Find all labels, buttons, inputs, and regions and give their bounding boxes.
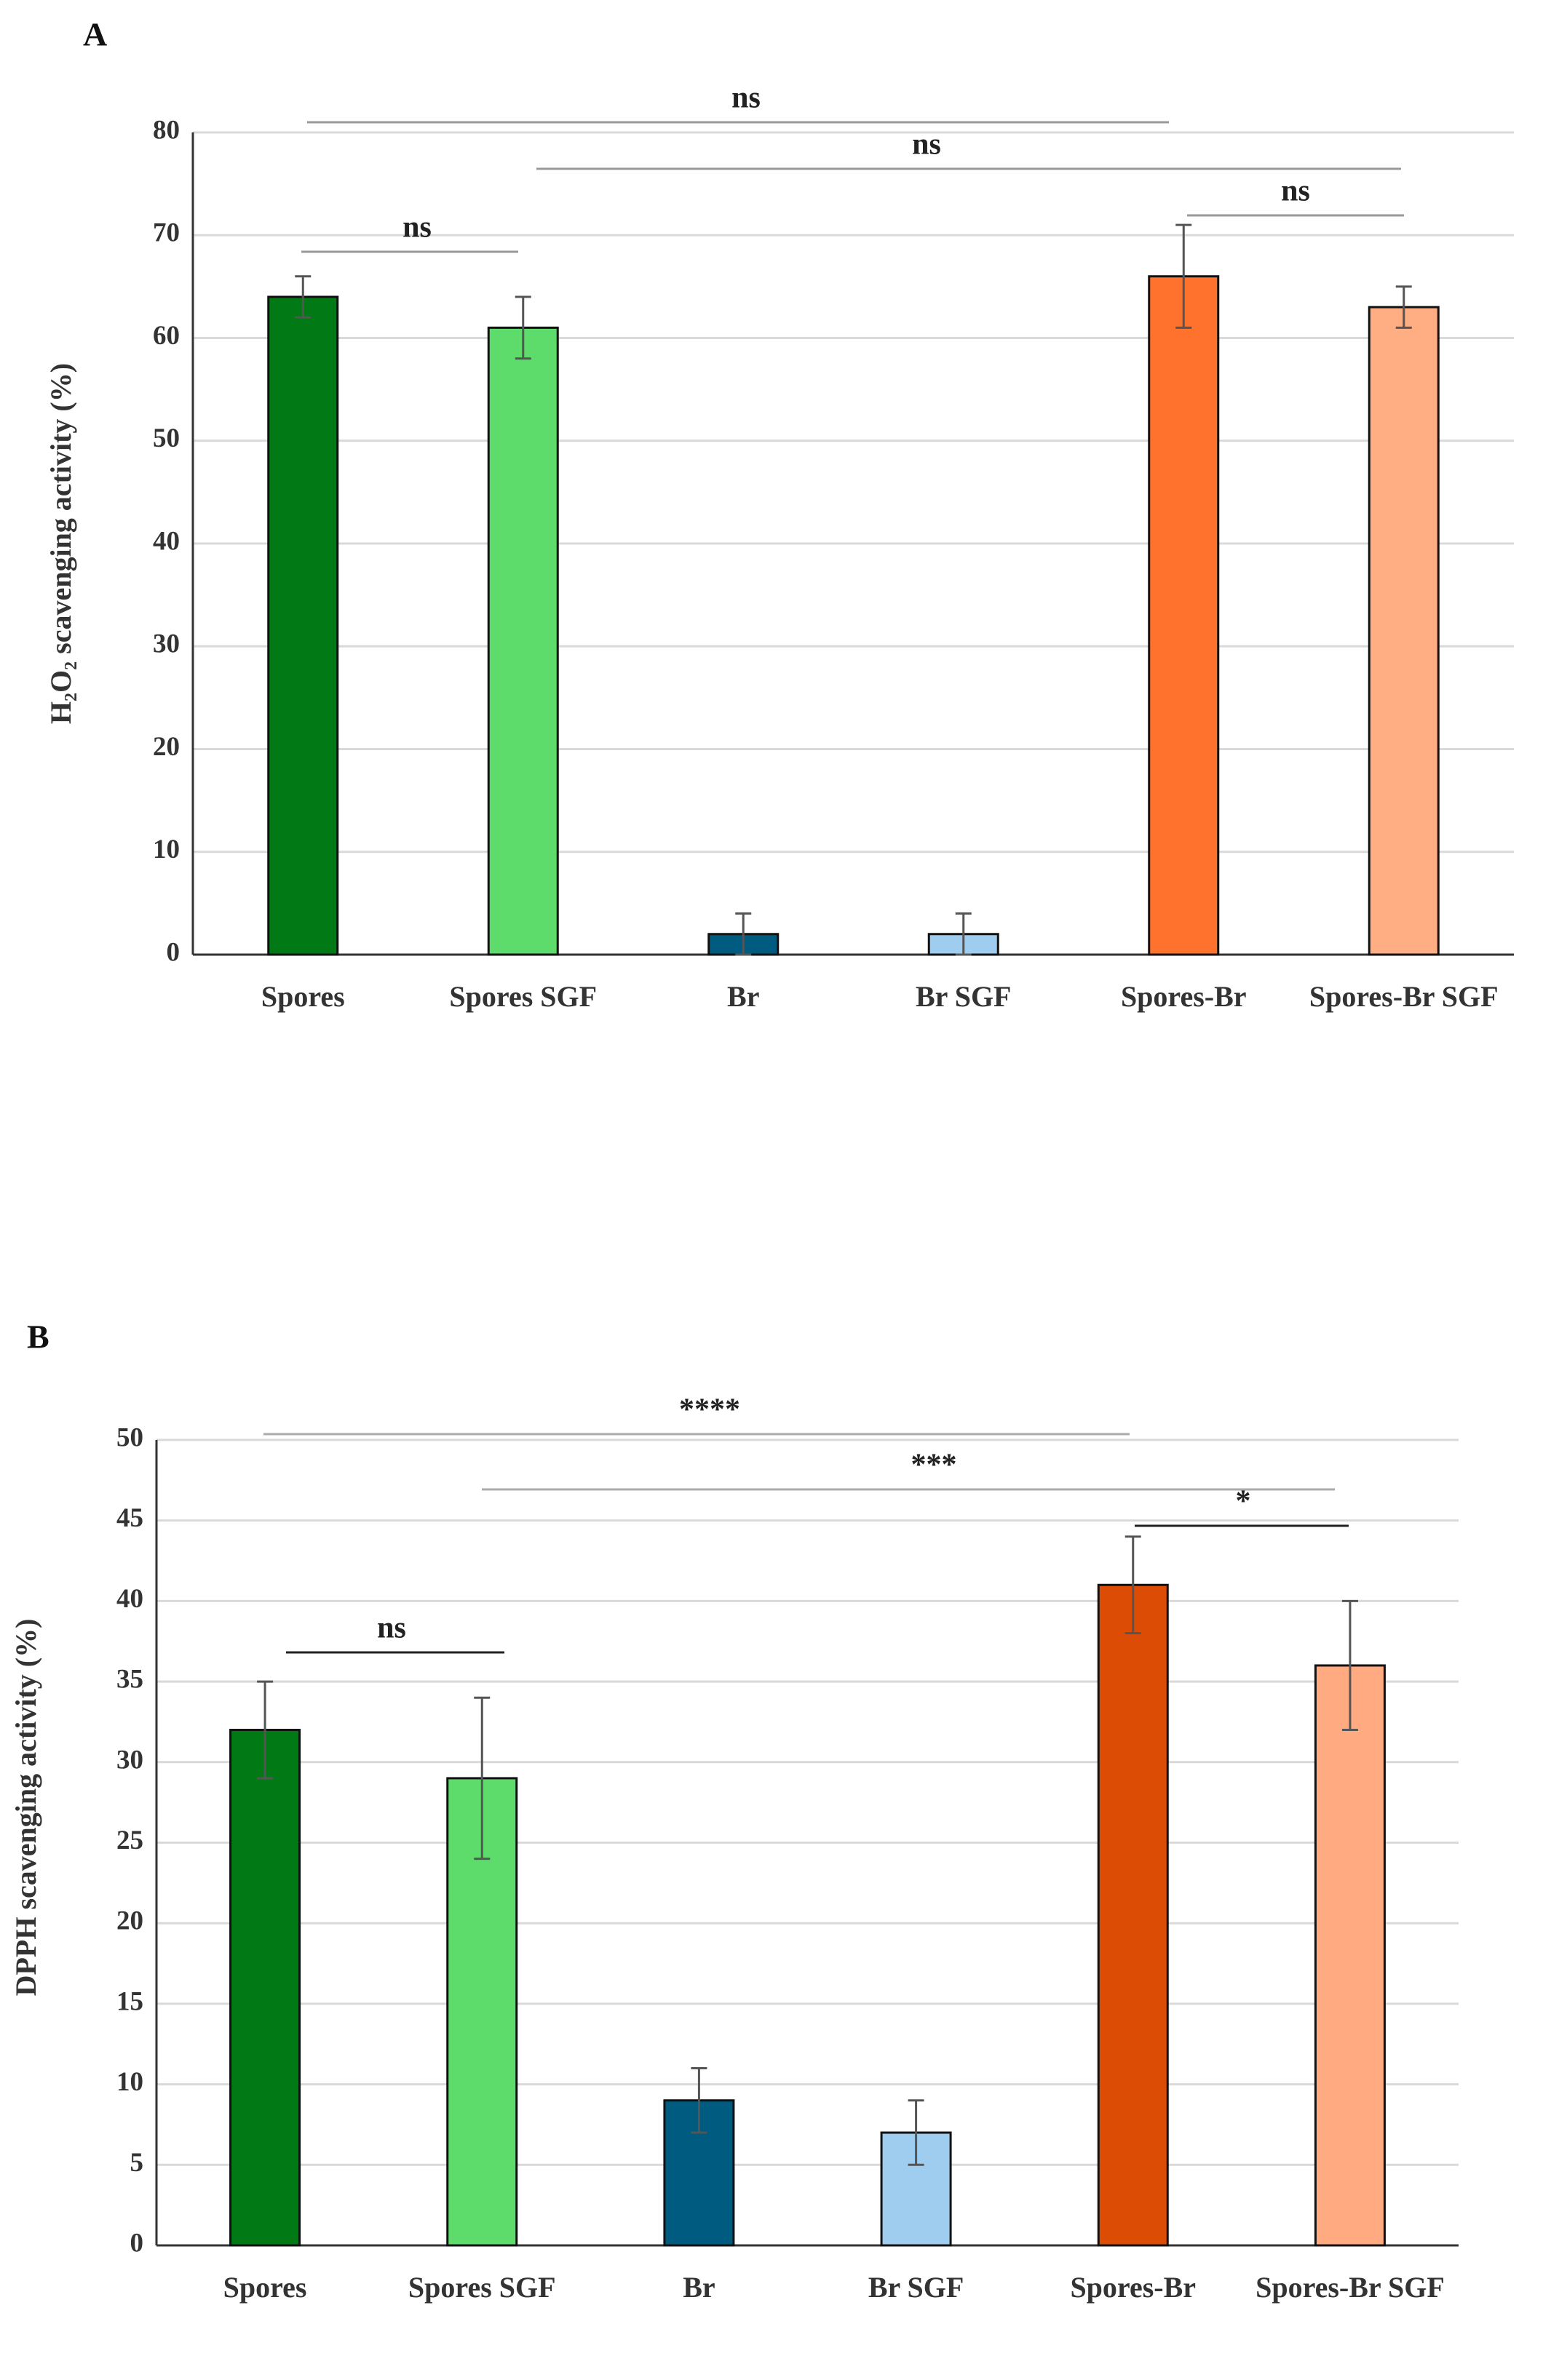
y-tick-label: 25 [116,1826,143,1855]
error-bar [1124,1535,1141,1635]
y-tick-label: 60 [153,321,180,351]
significance-label: *** [911,1449,957,1482]
x-tick-label: Spores [223,2271,307,2304]
significance-label: ns [402,211,432,244]
significance-label: ns [377,1612,406,1645]
y-tick-label: 30 [153,629,180,659]
error-bar [1341,1599,1358,1732]
y-axis-label: DPPH scavenging activity (%) [9,1619,42,1997]
x-tick-label: Br SGF [868,2271,964,2304]
x-tick-label: Spores-Br [1121,980,1247,1013]
error-bar [955,912,972,956]
error-bar [474,1696,491,1860]
bar [1148,275,1220,956]
y-tick-label: 20 [116,1906,143,1936]
error-bar [1175,223,1192,329]
y-tick-label: 45 [116,1503,143,1533]
y-tick-label: 30 [116,1745,143,1775]
error-bar [908,2099,924,2166]
y-tick-label: 0 [130,2228,144,2258]
x-tick-label: Spores-Br [1070,2271,1196,2304]
error-bar [691,2066,707,2134]
bar [1097,1583,1169,2247]
x-tick-label: Spores SGF [449,980,597,1013]
significance-label: **** [679,1393,740,1427]
bar [267,295,339,956]
y-tick-label: 20 [153,732,180,762]
y-tick-label: 10 [153,835,180,864]
y-tick-label: 35 [116,1665,143,1695]
y-tick-label: 5 [130,2148,144,2178]
bar [1314,1664,1386,2247]
error-bar [735,912,752,956]
y-tick-label: 50 [153,423,180,453]
error-bar [515,295,531,360]
x-tick-label: Br [727,980,759,1013]
x-tick-label: Spores-Br SGF [1256,2271,1445,2304]
bar [487,326,559,956]
y-tick-label: 0 [167,937,181,967]
y-tick-label: 70 [153,218,180,248]
significance-label: ns [912,128,941,162]
error-bar [257,1680,274,1780]
bar [229,1729,301,2247]
y-tick-label: 80 [153,115,180,145]
significance-label: ns [1281,175,1310,208]
x-tick-label: Br [683,2271,715,2304]
error-bar [295,275,312,319]
y-tick-label: 15 [116,1986,143,2016]
significance-label: ns [731,81,761,115]
error-bar [1395,285,1412,329]
x-tick-label: Spores [261,980,345,1013]
x-tick-label: Spores SGF [408,2271,556,2304]
bar [1368,306,1440,956]
y-tick-label: 50 [116,1422,143,1452]
significance-label: * [1236,1485,1251,1519]
panel-label: A [83,16,107,53]
x-tick-label: Spores-Br SGF [1309,980,1499,1013]
y-tick-label: 40 [116,1584,143,1614]
y-tick-label: 40 [153,526,180,556]
x-tick-label: Br SGF [916,980,1012,1013]
panel-label: B [27,1318,49,1356]
y-axis-label: H₂O₂ scavenging activity (%) [44,363,77,724]
y-tick-label: 10 [116,2067,143,2097]
